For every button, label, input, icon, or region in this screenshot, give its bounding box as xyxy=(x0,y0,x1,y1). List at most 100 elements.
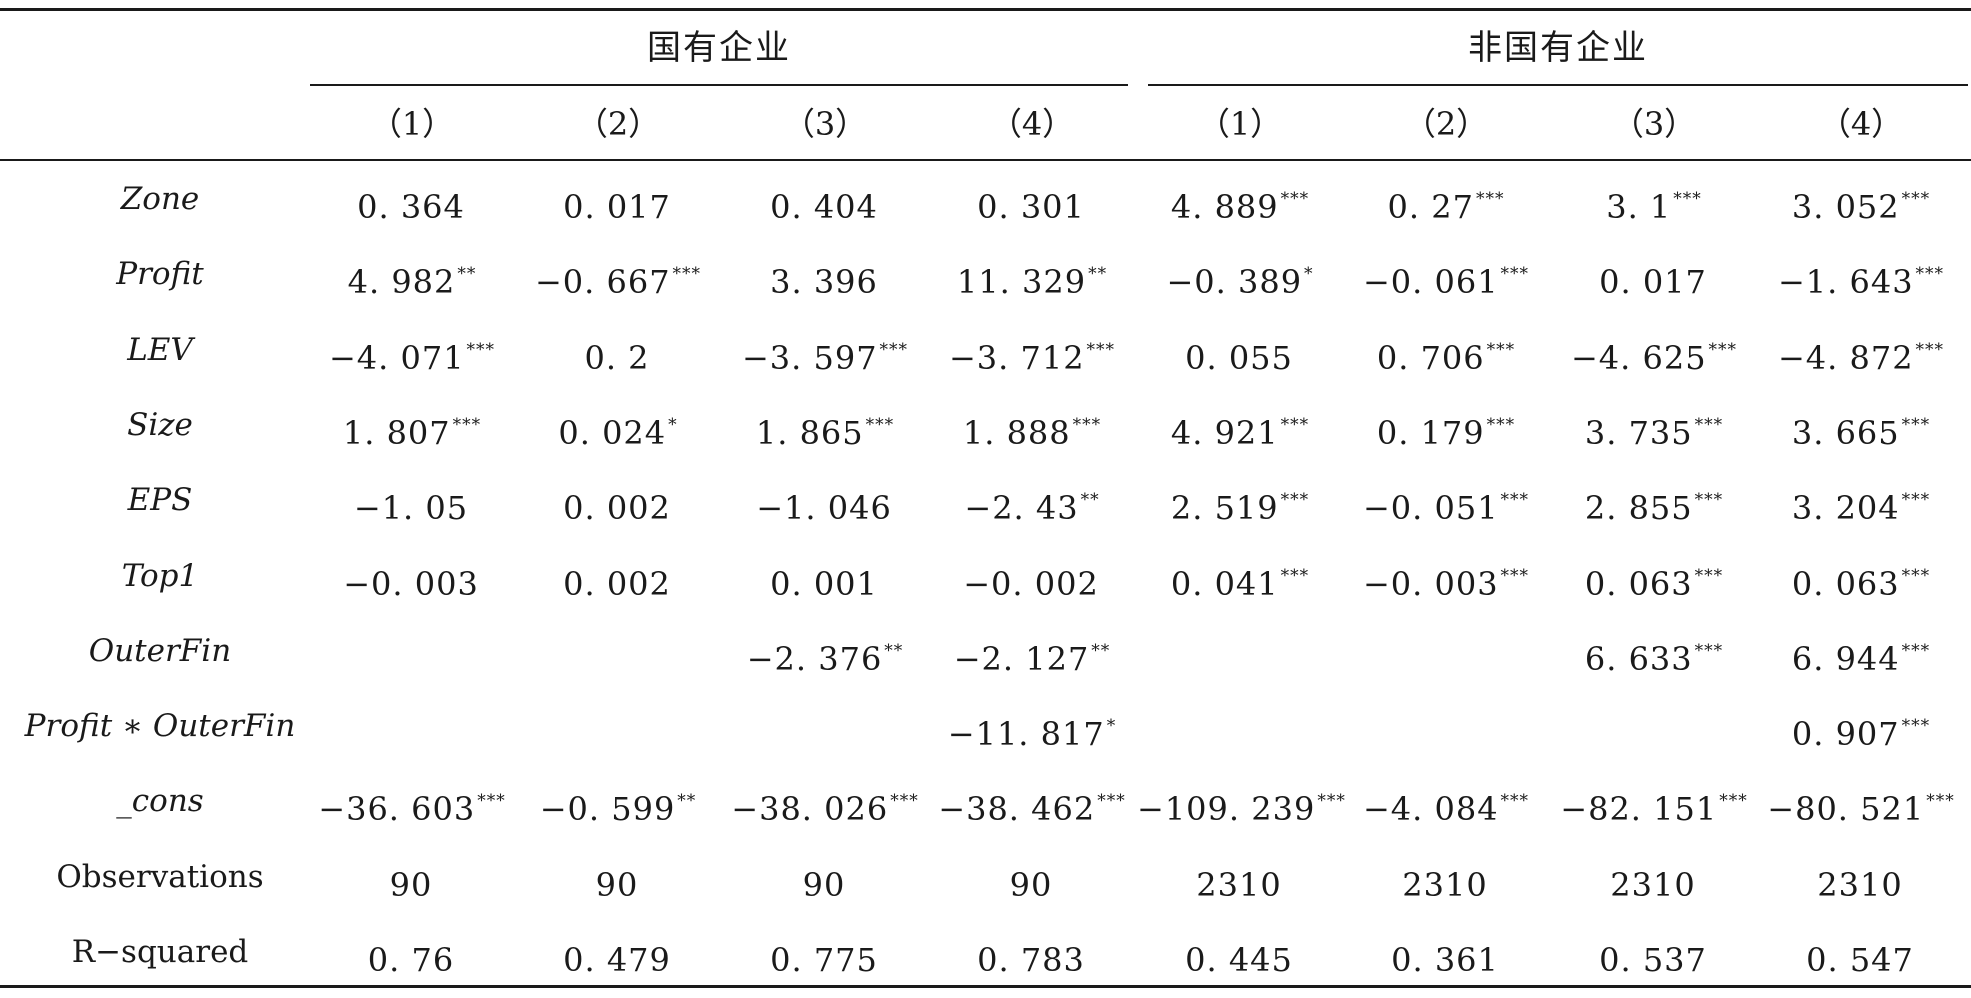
table-cell: 0. 27 *** xyxy=(1343,162,1549,237)
table-row: Profit ∗ OuterFin −11. 817 * 0. 907 *** xyxy=(0,689,1971,764)
table-cell: 3. 396 xyxy=(722,237,928,312)
cell-value: 0. 361 xyxy=(1391,941,1499,979)
cell-value: 0. 479 xyxy=(563,941,671,979)
header-rule xyxy=(0,159,1971,161)
table-cell: 90 xyxy=(722,840,928,915)
significance-stars: *** xyxy=(1719,791,1748,812)
table-cell: −3. 712 *** xyxy=(929,313,1135,388)
cell-value: 0. 364 xyxy=(357,188,465,226)
cell-value: −0. 389 xyxy=(1166,263,1303,302)
cell-value: 3. 204 xyxy=(1791,489,1900,528)
cell-value: −0. 002 xyxy=(963,564,1099,603)
table-cell: 3. 735 *** xyxy=(1551,388,1757,463)
table-cell: 2310 xyxy=(1137,840,1343,915)
group-rule-non-state-owned xyxy=(1148,84,1968,86)
table-cell xyxy=(722,689,928,764)
table-cell: 0. 041 *** xyxy=(1137,539,1343,614)
table-cell: −109. 239 *** xyxy=(1137,764,1346,839)
cell-value: 0. 537 xyxy=(1599,941,1707,979)
cell-value: −38. 026 xyxy=(731,790,889,829)
table-cell xyxy=(1343,614,1549,689)
table-cell: 0. 76 xyxy=(309,915,515,990)
table-cell: −36. 603 *** xyxy=(309,764,515,839)
significance-stars: *** xyxy=(1500,791,1530,812)
row-label: Size xyxy=(127,406,193,443)
significance-stars: *** xyxy=(1280,565,1310,586)
cell-value: −1. 046 xyxy=(756,489,892,528)
table-cell xyxy=(1343,689,1549,764)
cell-value: 0. 017 xyxy=(563,188,671,226)
significance-stars: *** xyxy=(1280,490,1310,511)
row-label: OuterFin xyxy=(88,632,232,669)
significance-stars: ** xyxy=(884,640,904,661)
cell-value: 2. 519 xyxy=(1170,489,1279,528)
significance-stars: *** xyxy=(1500,565,1530,586)
row-label: Top1 xyxy=(121,557,199,594)
table-cell xyxy=(309,689,515,764)
significance-stars: *** xyxy=(452,414,482,435)
cell-value: −11. 817 xyxy=(947,715,1105,754)
row-label: Profit ∗ OuterFin xyxy=(24,708,296,745)
cell-value: −1. 05 xyxy=(353,489,469,528)
table-cell xyxy=(515,614,721,689)
table-cell: −2. 127 ** xyxy=(929,614,1135,689)
table-cell: 0. 179 *** xyxy=(1343,388,1549,463)
table-cell: −82. 151 *** xyxy=(1551,764,1757,839)
cell-value: 0. 547 xyxy=(1806,941,1914,979)
table-cell: 0. 063 *** xyxy=(1758,539,1964,614)
significance-stars: *** xyxy=(865,414,895,435)
table-cell: 2310 xyxy=(1551,840,1757,915)
cell-value: 0. 907 xyxy=(1791,715,1900,754)
cell-value: 3. 396 xyxy=(770,263,878,302)
table-cell: −0. 667 *** xyxy=(515,237,721,312)
table-cell: 90 xyxy=(515,840,721,915)
cell-value: 0. 063 xyxy=(1791,564,1900,603)
cell-value: 6. 633 xyxy=(1584,639,1693,678)
table-cell: 0. 055 xyxy=(1137,313,1343,388)
significance-stars: *** xyxy=(1673,189,1702,209)
table-row: Size 1. 807 *** 0. 024 * 1. 865 *** 1. 888 *** 4.… xyxy=(0,388,1971,463)
row-label: R−squared xyxy=(71,934,249,970)
cell-value: 3. 052 xyxy=(1791,188,1900,226)
significance-stars: *** xyxy=(477,791,506,812)
table-cell xyxy=(1551,689,1757,764)
significance-stars: *** xyxy=(1486,339,1516,360)
significance-stars: *** xyxy=(1097,791,1126,812)
cell-value: 0. 783 xyxy=(977,941,1085,979)
significance-stars: *** xyxy=(1901,716,1931,737)
table-cell: −1. 046 xyxy=(722,463,928,538)
cell-value: −2. 127 xyxy=(953,639,1090,678)
cell-value: −80. 521 xyxy=(1767,790,1925,829)
cell-value: 4. 889 xyxy=(1170,188,1279,226)
table-row: LEV −4. 071 *** 0. 2 −3. 597 *** −3. 712 *** 0. … xyxy=(0,313,1971,388)
table-cell: −1. 643 *** xyxy=(1758,237,1964,312)
table-cell: 90 xyxy=(929,840,1135,915)
significance-stars: *** xyxy=(1926,791,1955,812)
cell-value: −4. 872 xyxy=(1777,338,1914,377)
column-header-6: （2） xyxy=(1403,105,1489,143)
significance-stars: *** xyxy=(466,339,496,360)
table-cell: 0. 364 xyxy=(309,162,515,237)
cell-value: 1. 865 xyxy=(755,413,864,452)
table-cell: 0. 063 *** xyxy=(1551,539,1757,614)
table-cell: −0. 002 xyxy=(929,539,1135,614)
table-row: Top1 −0. 003 0. 002 0. 001 −0. 002 0. 041 *** −… xyxy=(0,539,1971,614)
table-cell: −0. 389 * xyxy=(1137,237,1343,312)
significance-stars: *** xyxy=(1280,189,1310,209)
table-row: Zone 0. 364 0. 017 0. 404 0. 301 4. 889 *** 0. … xyxy=(0,162,1971,237)
cell-value: 2310 xyxy=(1402,865,1488,904)
table-cell: 0. 002 xyxy=(515,539,721,614)
significance-stars: *** xyxy=(1317,791,1346,812)
table-cell: 2310 xyxy=(1758,840,1964,915)
significance-stars: *** xyxy=(1901,189,1931,209)
cell-value: −36. 603 xyxy=(318,790,476,829)
cell-value: −0. 667 xyxy=(534,263,671,302)
table-cell xyxy=(1137,614,1343,689)
cell-value: 6. 944 xyxy=(1791,639,1900,678)
table-cell: 0. 783 xyxy=(929,915,1135,990)
cell-value: 2310 xyxy=(1817,865,1903,904)
column-header-2: （2） xyxy=(575,105,661,143)
group-header-state-owned: 国有企业 xyxy=(647,28,791,68)
row-label: _cons xyxy=(116,783,204,820)
table-cell: −0. 051 *** xyxy=(1343,463,1549,538)
